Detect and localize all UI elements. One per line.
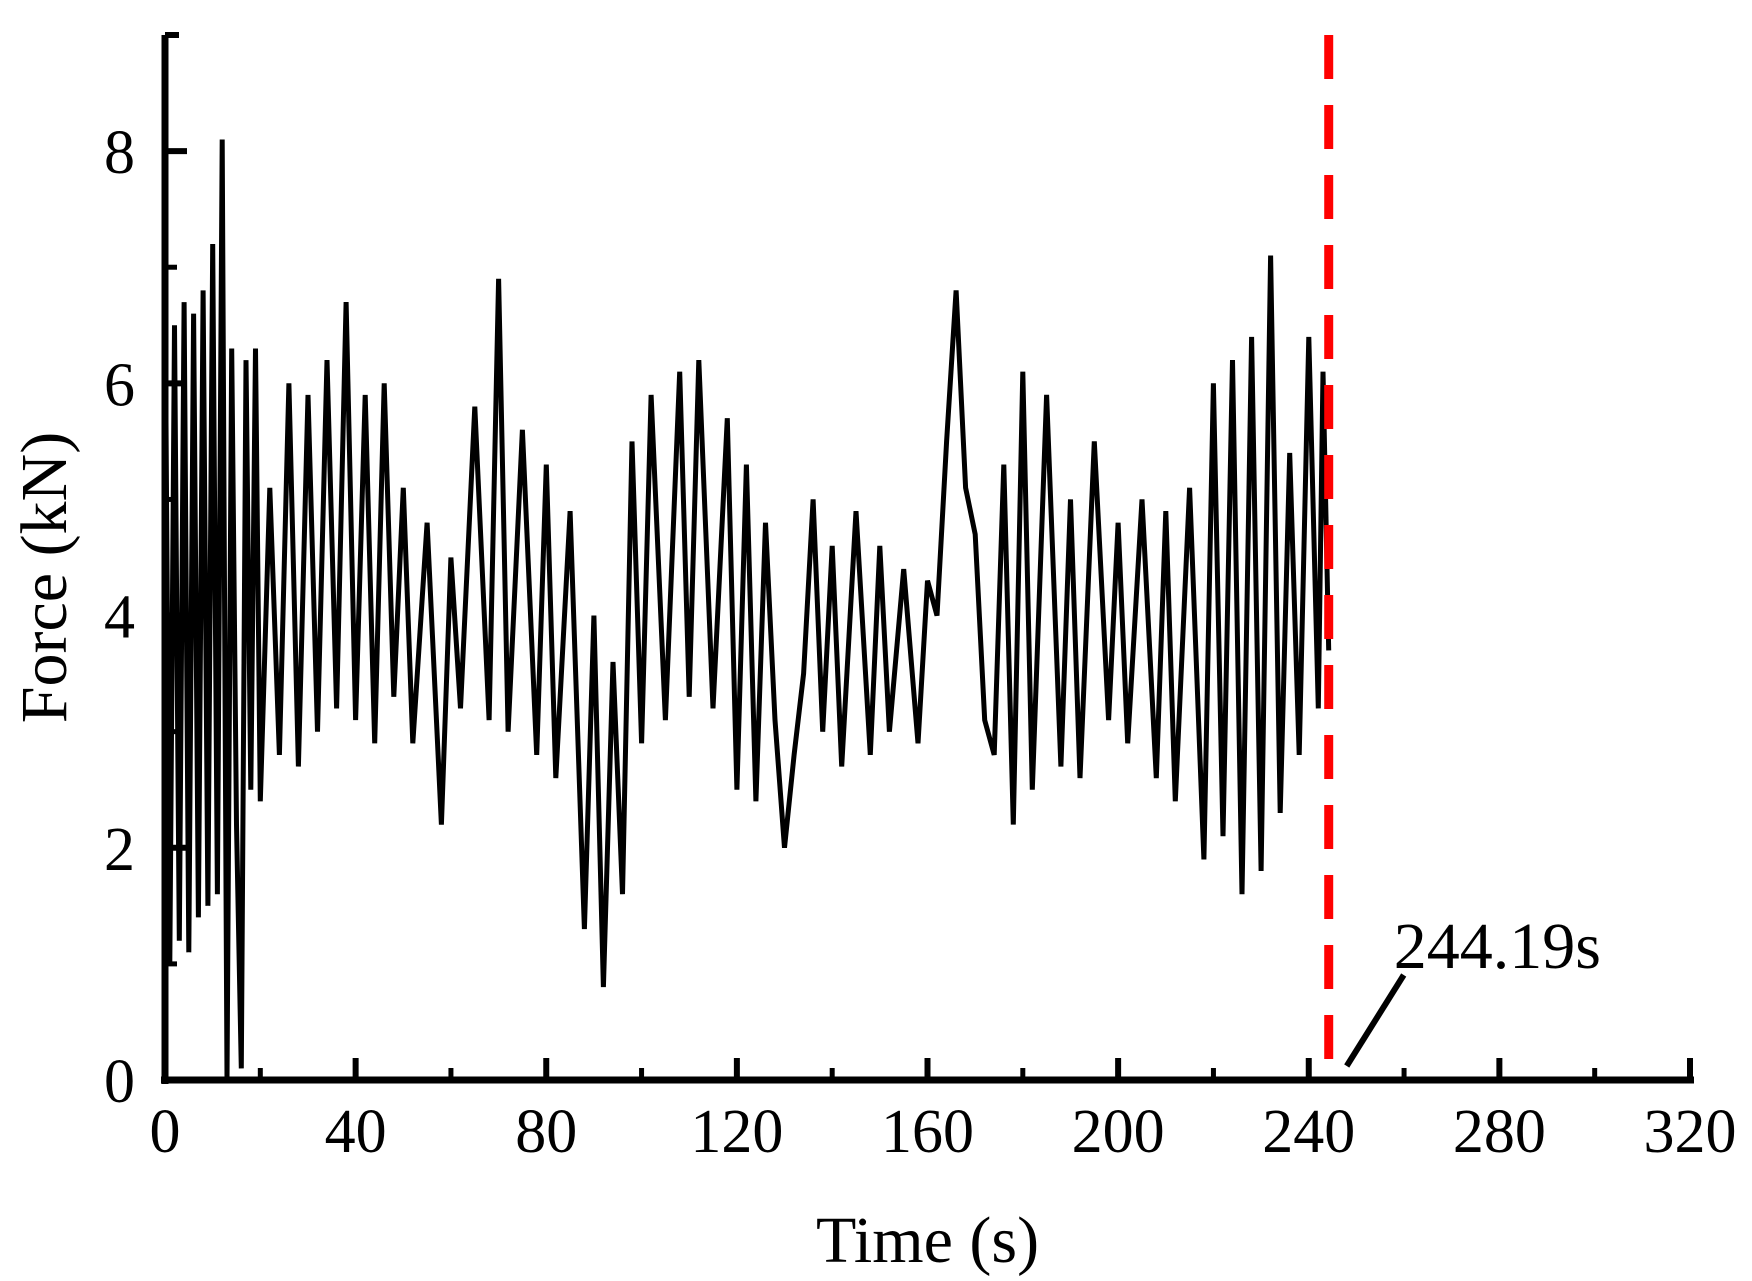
x-tick-label: 80 <box>515 1098 577 1166</box>
ticks-group <box>162 148 1693 1083</box>
y-tick-label: 0 <box>104 1048 135 1116</box>
series-group <box>162 139 1332 1081</box>
x-tick-label: 200 <box>1072 1098 1165 1166</box>
y-tick-label: 4 <box>104 584 135 652</box>
x-tick-label: 120 <box>690 1098 783 1166</box>
y-tick-label: 8 <box>104 119 135 187</box>
x-tick-label: 40 <box>325 1098 387 1166</box>
series-line <box>162 139 1332 1081</box>
marker-group <box>1324 35 1407 1080</box>
annotation-label: 244.19s <box>1394 910 1601 983</box>
y-axis-title: Force (kN) <box>8 432 81 723</box>
annotation-leader-line <box>1344 973 1407 1068</box>
x-tick-label: 0 <box>150 1098 181 1166</box>
y-tick-label: 2 <box>104 816 135 884</box>
x-tick-label: 240 <box>1262 1098 1355 1166</box>
x-tick-label: 320 <box>1644 1098 1737 1166</box>
x-tick-label: 280 <box>1453 1098 1546 1166</box>
x-axis-title: Time (s) <box>816 1204 1039 1277</box>
y-tick-label: 6 <box>104 351 135 419</box>
x-tick-label: 160 <box>881 1098 974 1166</box>
